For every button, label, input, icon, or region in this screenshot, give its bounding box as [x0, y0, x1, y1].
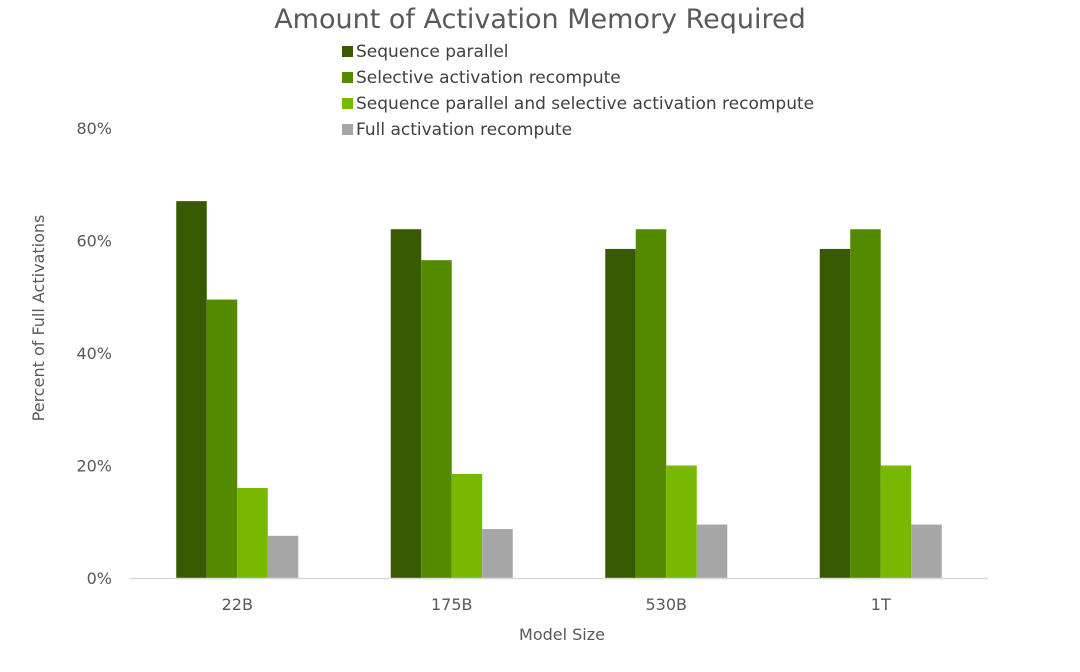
chart-title: Amount of Activation Memory Required [274, 4, 806, 35]
y-tick-label: 80% [76, 119, 112, 138]
x-tick-label: 530B [645, 595, 687, 614]
bar-1t-series-1 [819, 248, 851, 578]
legend-item: Sequence parallel and selective activati… [342, 94, 814, 114]
legend-label: Full activation recompute [356, 120, 572, 140]
legend-label: Sequence parallel and selective activati… [356, 94, 814, 114]
bar-22b-series-2 [206, 299, 238, 578]
y-tick-label: 40% [76, 344, 112, 363]
x-tick-label: 175B [431, 595, 473, 614]
legend-item: Full activation recompute [342, 120, 572, 140]
y-tick-label: 0% [87, 569, 112, 588]
legend-swatch [342, 98, 353, 109]
bar-22b-series-3 [237, 488, 268, 578]
y-tick-label: 20% [76, 457, 112, 476]
legend-label: Sequence parallel [356, 42, 509, 62]
y-axis-ticks: 0% 20% 40% 60% 80% [76, 119, 112, 588]
legend-swatch [342, 46, 353, 57]
bar-530b-series-4 [696, 524, 728, 578]
legend-swatch [342, 72, 353, 83]
legend-item: Selective activation recompute [342, 68, 621, 88]
legend-item: Sequence parallel [342, 42, 509, 62]
x-axis-ticks: 22B 175B 530B 1T [222, 595, 891, 614]
bar-530b-series-3 [666, 465, 697, 578]
y-axis-label: Percent of Full Activations [29, 215, 48, 422]
y-tick-label: 60% [76, 232, 112, 251]
bar-175b-series-4 [482, 529, 513, 578]
legend: Sequence parallel Selective activation re… [342, 42, 814, 140]
bar-22b-series-1 [176, 201, 207, 578]
legend-swatch [342, 124, 353, 135]
bar-175b-series-1 [390, 229, 422, 578]
x-tick-label: 22B [222, 595, 253, 614]
bar-530b-series-2 [635, 229, 667, 578]
bar-1t-series-4 [911, 524, 942, 578]
legend-label: Selective activation recompute [356, 68, 621, 88]
bar-175b-series-3 [451, 473, 483, 578]
x-axis-label: Model Size [519, 625, 605, 644]
bar-530b-series-1 [605, 248, 636, 578]
bar-1t-series-2 [850, 229, 881, 578]
x-tick-label: 1T [871, 595, 891, 614]
bar-1t-series-3 [880, 465, 912, 578]
bar-175b-series-2 [421, 260, 452, 578]
bar-22b-series-4 [267, 535, 299, 578]
bars [176, 201, 942, 578]
